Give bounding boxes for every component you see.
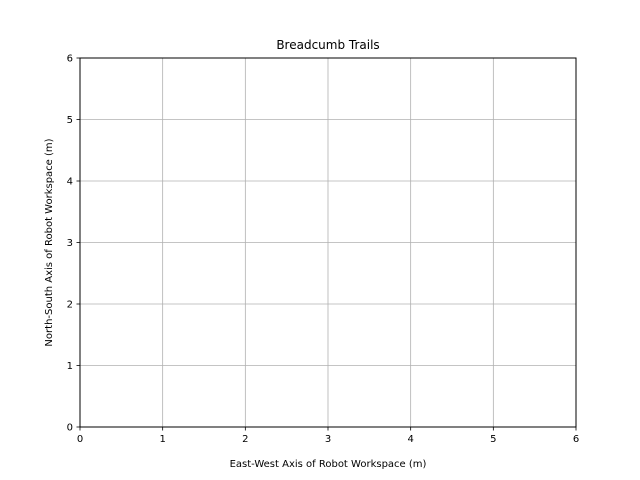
axis-ticks: 0 1 2 3 4 5 6 0 1 2 3 4 5 6 [67,54,580,446]
y-tick-label: 4 [67,177,73,188]
x-tick-label: 5 [490,434,496,445]
x-tick-label: 0 [77,434,83,445]
x-tick-label: 6 [573,434,579,445]
y-axis-label: North-South Axis of Robot Workspace (m) [44,138,55,346]
x-tick-label: 4 [407,434,413,445]
x-axis-label: East-West Axis of Robot Workspace (m) [230,459,427,470]
y-tick-label: 5 [67,115,73,126]
x-tick-label: 2 [242,434,248,445]
y-tick-label: 3 [67,238,73,249]
x-tick-label: 1 [159,434,165,445]
y-tick-label: 2 [67,300,73,311]
y-tick-label: 0 [67,423,73,434]
y-tick-label: 1 [67,361,73,372]
y-tick-label: 6 [67,54,73,65]
x-tick-label: 3 [325,434,331,445]
chart-title: Breadcumb Trails [276,38,379,52]
